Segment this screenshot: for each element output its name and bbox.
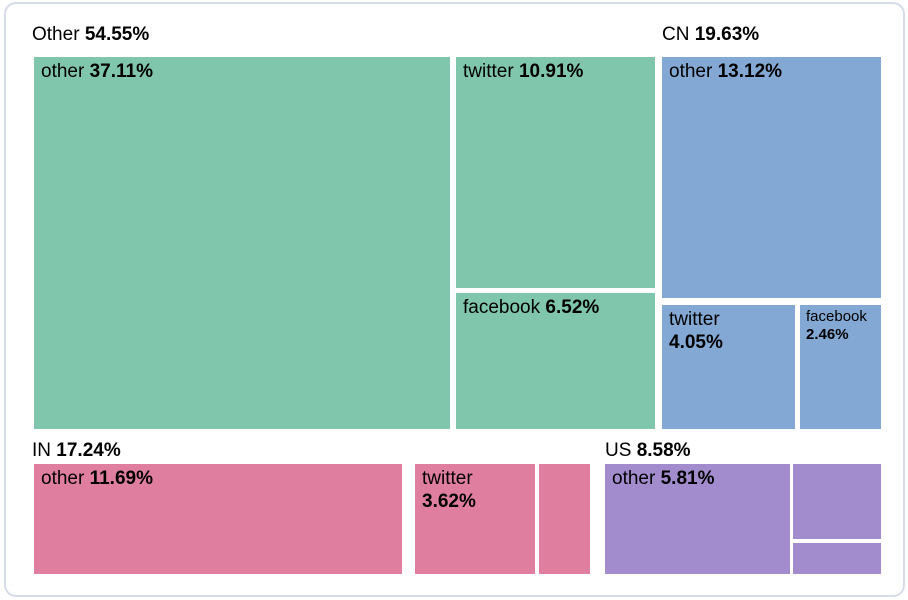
treemap-cell-in-twitter[interactable]: twitter 3.62% — [415, 464, 535, 574]
treemap-group-label-us: US 8.58% — [605, 440, 691, 462]
group-percent: 54.55% — [84, 24, 150, 45]
treemap-cell-in-other[interactable]: other 11.69% — [34, 464, 402, 574]
group-name: CN — [662, 24, 690, 45]
cell-percent: 6.52% — [545, 297, 600, 318]
group-name: Other — [32, 24, 80, 45]
treemap-cell-us-other[interactable]: other 5.81% — [605, 464, 790, 574]
cell-percent: 37.11% — [89, 61, 153, 82]
treemap-group-label-in: IN 17.24% — [32, 440, 121, 462]
cell-percent: 2.46% — [806, 326, 849, 343]
treemap-group-label-other: Other 54.55% — [32, 24, 149, 46]
treemap-cell-in-unlabeled[interactable] — [539, 464, 590, 574]
cell-label: other — [612, 468, 656, 489]
treemap-cell-cn-other[interactable]: other 13.12% — [662, 57, 881, 298]
treemap-cell-other-other[interactable]: other 37.11% — [34, 57, 450, 429]
treemap-cell-cn-facebook[interactable]: facebook 2.46% — [800, 305, 881, 429]
cell-percent: 13.12% — [717, 61, 783, 82]
treemap-cell-other-twitter[interactable]: twitter 10.91% — [456, 57, 655, 288]
treemap-cell-other-facebook[interactable]: facebook 6.52% — [456, 293, 655, 429]
cell-label: facebook — [806, 308, 867, 325]
cell-label: facebook — [463, 297, 541, 318]
cell-label: other — [669, 61, 713, 82]
cell-percent: 10.91% — [518, 61, 584, 82]
group-percent: 17.24% — [56, 440, 121, 461]
cell-label: twitter — [422, 468, 473, 489]
cell-label: other — [41, 468, 85, 489]
cell-percent: 3.62% — [422, 491, 476, 512]
treemap-cell-us-unlabeled-2[interactable] — [793, 543, 881, 574]
cell-label: other — [41, 61, 85, 82]
group-percent: 8.58% — [636, 440, 691, 461]
cell-label: twitter — [669, 309, 720, 330]
cell-percent: 4.05% — [669, 332, 723, 353]
chart-card: Other 54.55% CN 19.63% IN 17.24% US 8.58… — [4, 2, 905, 597]
cell-label: twitter — [463, 61, 514, 82]
group-name: US — [605, 440, 632, 461]
treemap-cell-us-unlabeled-1[interactable] — [793, 464, 881, 539]
cell-percent: 5.81% — [660, 468, 715, 489]
group-percent: 19.63% — [694, 24, 760, 45]
treemap-cell-cn-twitter[interactable]: twitter 4.05% — [662, 305, 795, 429]
cell-percent: 11.69% — [89, 468, 153, 489]
group-name: IN — [32, 440, 51, 461]
treemap-group-label-cn: CN 19.63% — [662, 24, 759, 46]
treemap-chart: Other 54.55% CN 19.63% IN 17.24% US 8.58… — [6, 4, 903, 595]
